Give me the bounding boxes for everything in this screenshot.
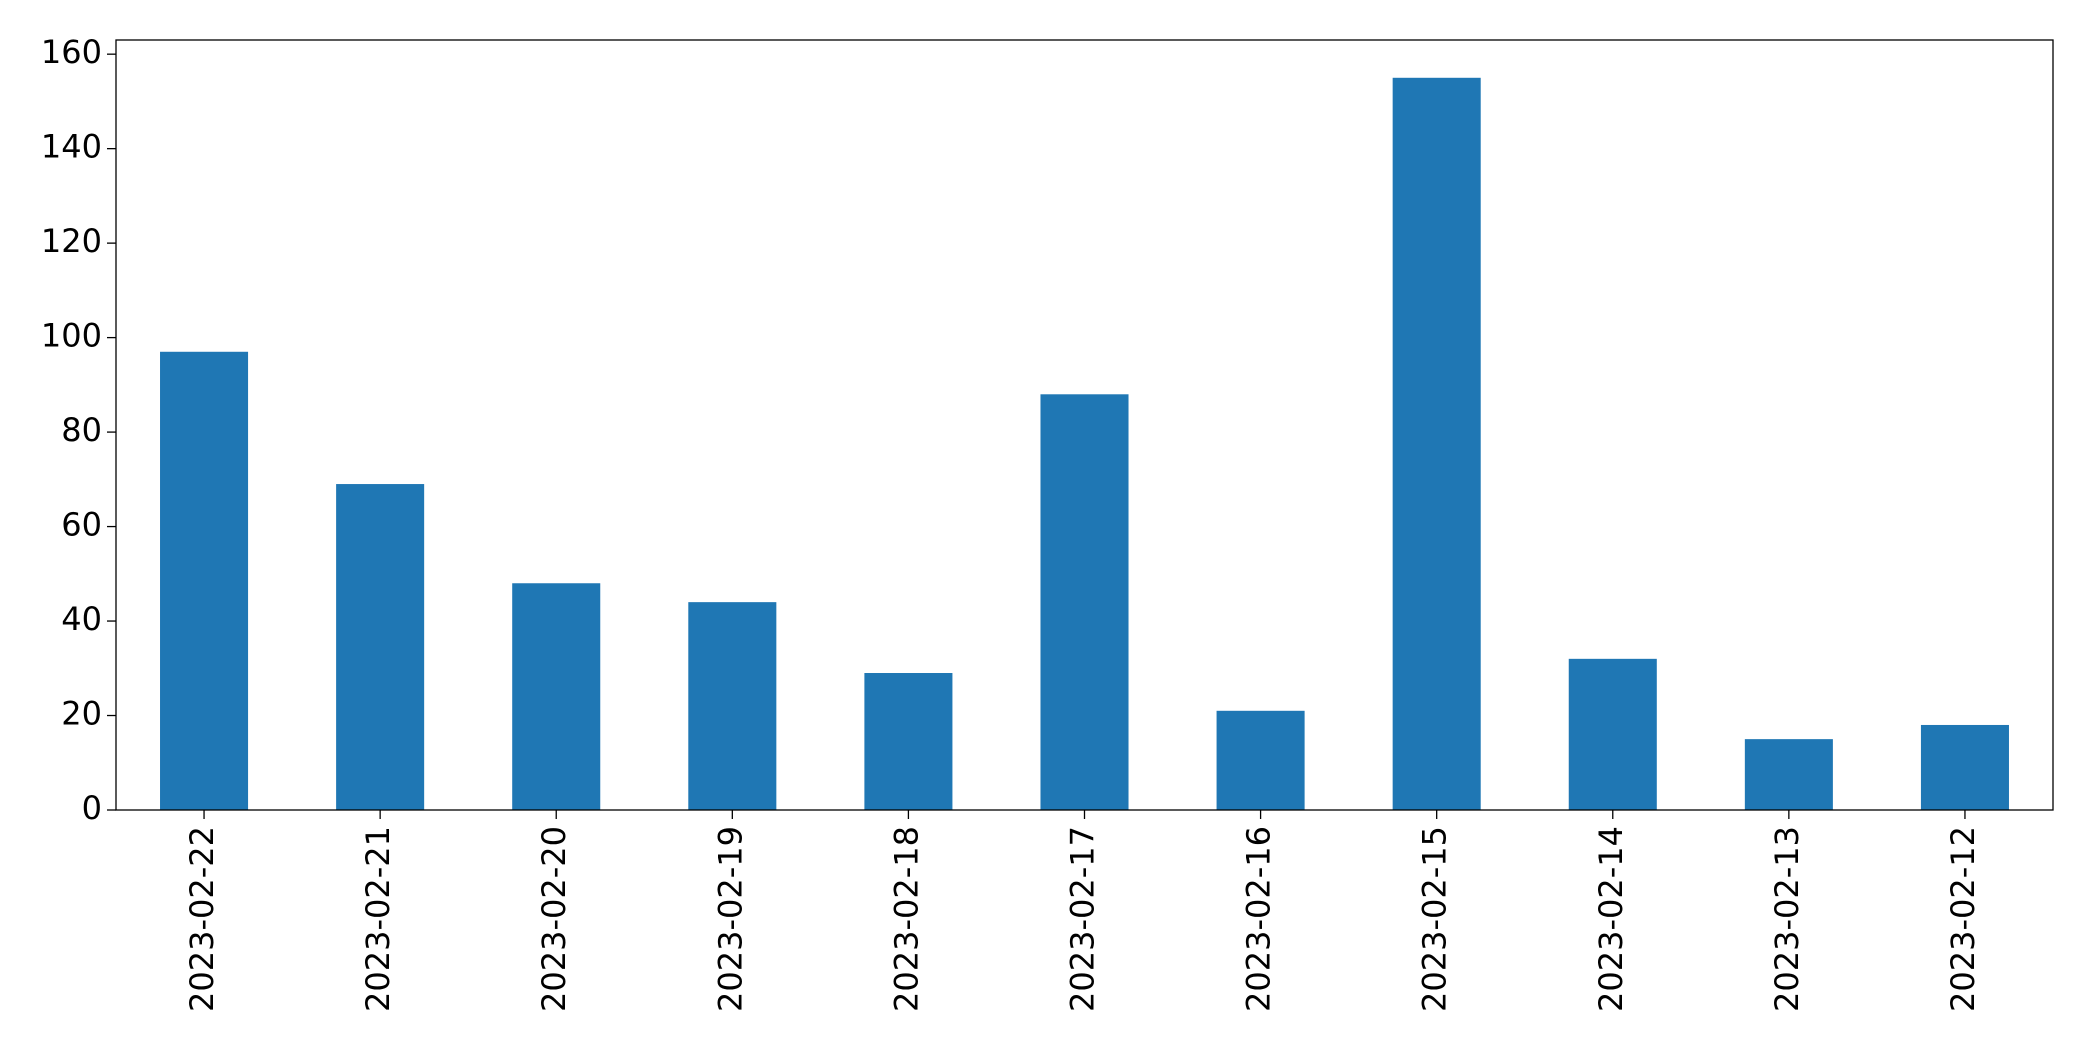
- y-tick-label: 160: [41, 33, 102, 71]
- x-tick-label: 2023-02-19: [711, 826, 749, 1012]
- y-tick-label: 80: [61, 411, 102, 449]
- bar: [688, 602, 777, 810]
- x-tick-label: 2023-02-17: [1064, 826, 1102, 1012]
- y-tick-label: 120: [41, 222, 102, 260]
- x-tick-label: 2023-02-20: [535, 826, 573, 1012]
- bar: [160, 351, 249, 810]
- bar: [864, 673, 953, 810]
- plot-frame: [115, 39, 2054, 811]
- bar: [1568, 658, 1657, 810]
- y-tick-label: 40: [61, 600, 102, 638]
- x-tick-label: 2023-02-18: [887, 826, 925, 1012]
- bar: [512, 583, 601, 810]
- bar: [1216, 710, 1305, 810]
- y-tick-label: 0: [82, 789, 102, 827]
- x-tick-label: 2023-02-12: [1944, 826, 1982, 1012]
- x-tick-label: 2023-02-15: [1416, 826, 1454, 1012]
- y-tick-label: 140: [41, 128, 102, 166]
- bar: [336, 484, 425, 810]
- x-tick-label: 2023-02-14: [1592, 826, 1630, 1012]
- y-tick-label: 20: [61, 695, 102, 733]
- y-tick-label: 60: [61, 506, 102, 544]
- x-tick-label: 2023-02-21: [359, 826, 397, 1012]
- bar: [1744, 739, 1833, 810]
- bar: [1040, 394, 1129, 810]
- x-tick-label: 2023-02-22: [183, 826, 221, 1012]
- bar: [1920, 724, 2009, 810]
- y-tick-label: 100: [41, 317, 102, 355]
- x-tick-label: 2023-02-16: [1240, 826, 1278, 1012]
- bar: [1392, 77, 1481, 811]
- x-tick-label: 2023-02-13: [1768, 826, 1806, 1012]
